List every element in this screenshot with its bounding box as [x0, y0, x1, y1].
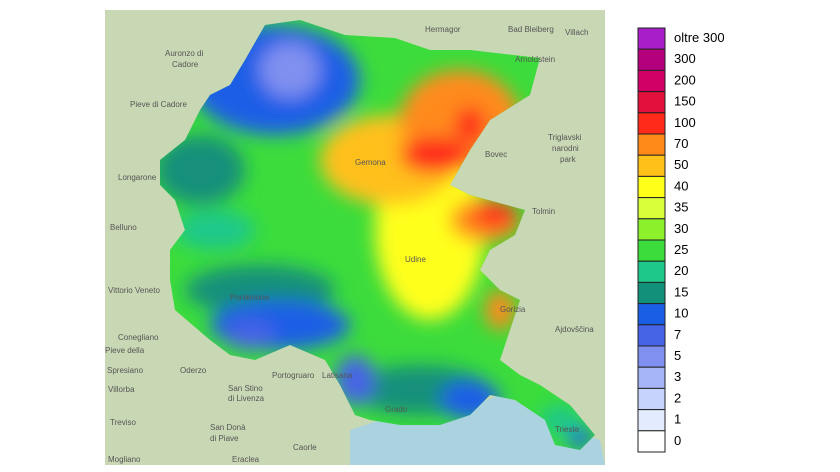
place-label: Portogruaro — [272, 371, 315, 380]
place-label: Caorle — [293, 443, 317, 452]
legend-label: 15 — [674, 284, 688, 299]
legend-label: 10 — [674, 306, 688, 321]
place-labels: Auronzo di Cadore Hermagor Bad Bleiberg … — [105, 25, 594, 464]
legend-swatch — [637, 133, 666, 156]
place-label: San Donà — [210, 423, 246, 432]
legend-label: 0 — [674, 433, 681, 448]
legend-label: 300 — [674, 51, 696, 66]
place-label: Vittorio Veneto — [108, 286, 160, 295]
legend-label: 7 — [674, 327, 681, 342]
legend-swatch — [637, 69, 666, 93]
legend-label: 100 — [674, 115, 696, 130]
place-label: Belluno — [110, 223, 137, 232]
place-label: Pordenone — [230, 293, 270, 302]
legend-label: 25 — [674, 242, 688, 257]
place-label: Longarone — [118, 173, 157, 182]
legend-swatch — [637, 218, 666, 241]
legend-swatch — [637, 324, 666, 347]
place-label: Latisana — [322, 371, 353, 380]
legend-swatch — [637, 366, 666, 389]
legend-swatch — [637, 154, 666, 177]
place-label: Auronzo di — [165, 49, 203, 58]
legend-swatch — [637, 345, 666, 368]
place-label: Villorba — [108, 385, 135, 394]
place-label: Grado — [385, 405, 408, 414]
legend-swatch — [637, 281, 666, 305]
legend-label: oltre 300 — [674, 30, 725, 45]
place-label: Cadore — [172, 60, 199, 69]
place-label: Eraclea — [232, 455, 260, 464]
legend-label: 40 — [674, 178, 688, 193]
place-label: Triglavski — [548, 133, 582, 142]
legend-label: 30 — [674, 221, 688, 236]
legend-swatch — [637, 175, 666, 199]
legend-label: 50 — [674, 157, 688, 172]
place-label: narodni — [552, 144, 579, 153]
place-label: Treviso — [110, 418, 136, 427]
place-label: Hermagor — [425, 25, 461, 34]
legend-label: 3 — [674, 369, 681, 384]
legend-label: 70 — [674, 136, 688, 151]
place-label: di Piave — [210, 434, 239, 443]
legend-swatch — [637, 430, 666, 453]
place-label: Mogliano — [108, 455, 141, 464]
legend-swatch — [637, 48, 666, 71]
place-label: Pieve di Cadore — [130, 100, 187, 109]
legend-swatch — [637, 112, 666, 135]
legend-swatch — [637, 409, 666, 432]
place-label: Villach — [565, 28, 588, 37]
place-label: Conegliano — [118, 333, 159, 342]
legend-swatch — [637, 91, 666, 114]
place-label: Ajdovščina — [555, 325, 594, 334]
place-label: di Livenza — [228, 394, 265, 403]
legend-label: 35 — [674, 200, 688, 215]
legend-label: 20 — [674, 263, 688, 278]
legend-swatch — [637, 260, 666, 283]
place-label: Arnoldstein — [515, 55, 555, 64]
legend-swatch — [637, 387, 666, 411]
legend-label: 1 — [674, 412, 681, 427]
legend-swatch — [637, 303, 666, 326]
legend-label: 2 — [674, 390, 681, 405]
place-label: Pieve della — [105, 346, 145, 355]
place-label: park — [560, 155, 577, 164]
legend-swatch — [637, 197, 666, 220]
place-label: Oderzo — [180, 366, 207, 375]
place-label: Bad Bleiberg — [508, 25, 554, 34]
map: Auronzo di Cadore Hermagor Bad Bleiberg … — [105, 10, 605, 465]
legend-label: 200 — [674, 72, 696, 87]
place-label: Trieste — [555, 425, 580, 434]
place-label: Tolmin — [532, 207, 555, 216]
place-label: San Stino — [228, 384, 263, 393]
place-label: Bovec — [485, 150, 507, 159]
legend-label: 150 — [674, 94, 696, 109]
legend-label: 5 — [674, 348, 681, 363]
legend-swatch — [637, 27, 666, 50]
legend: oltre 3003002001501007050403530252015107… — [637, 27, 725, 453]
place-label: Gemona — [355, 158, 386, 167]
place-label: Gorizia — [500, 305, 526, 314]
place-label: Udine — [405, 255, 426, 264]
place-label: Spresiano — [107, 366, 144, 375]
legend-swatch — [637, 239, 666, 262]
